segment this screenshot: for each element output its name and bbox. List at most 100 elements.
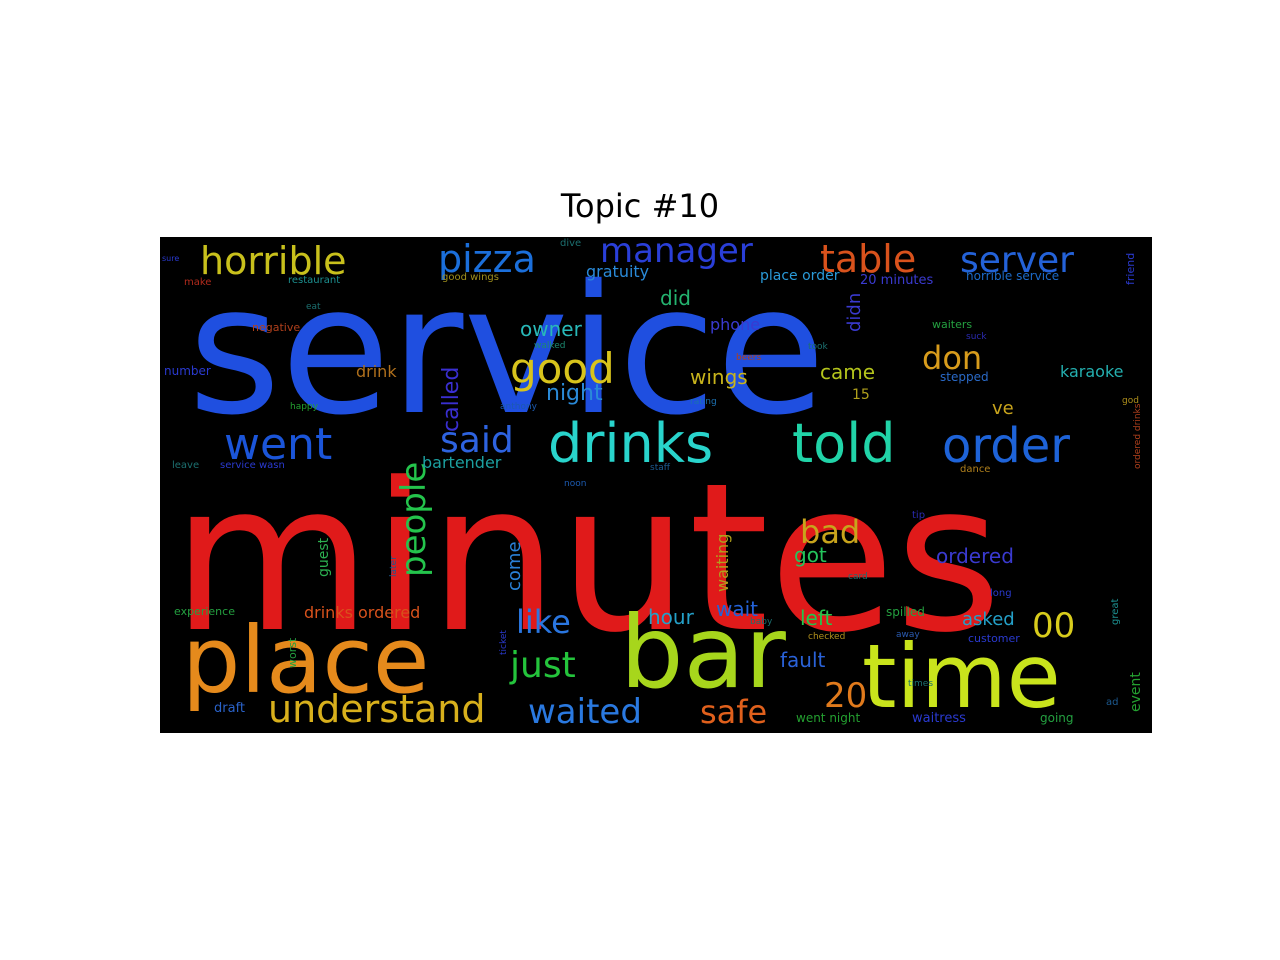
word-safe: safe <box>700 693 767 731</box>
word-drinks: drinks <box>548 412 713 475</box>
word-pizza: pizza <box>438 237 536 281</box>
word-service: service <box>188 247 826 454</box>
word-sure: sure <box>162 254 179 263</box>
word-ticket: ticket <box>499 630 509 655</box>
word-place: place <box>182 607 430 714</box>
word-went: went <box>224 419 332 470</box>
word-ordered: ordered <box>936 544 1014 568</box>
word-drinks-ordered: drinks ordered <box>304 603 420 622</box>
word-bar: bar <box>620 594 787 711</box>
word-tip: tip <box>912 510 925 521</box>
word-later: later <box>389 556 399 577</box>
word-ve: ve <box>992 398 1014 419</box>
word-friend: friend <box>1124 253 1137 285</box>
word-horrible: horrible <box>200 239 347 283</box>
word-got: got <box>794 543 827 567</box>
word-times: times <box>908 679 933 689</box>
chart-title: Topic #10 <box>560 187 720 225</box>
word-walked: walked <box>534 341 566 351</box>
word-number: number <box>164 364 211 378</box>
word-00: 00 <box>1032 606 1075 646</box>
word-baby: baby <box>750 617 773 627</box>
word-people: people <box>394 462 434 577</box>
word-cloud: service minutes place bar time drinks told orde… <box>160 237 1152 733</box>
word-leave: leave <box>172 460 199 471</box>
word-dive: dive <box>560 238 581 249</box>
word-came: came <box>820 360 875 384</box>
word-gratuity: gratuity <box>586 262 649 281</box>
word-horrible-service: horrible service <box>966 269 1059 283</box>
word-took: took <box>808 342 829 352</box>
word-didn: didn <box>844 293 865 332</box>
word-told: told <box>792 412 896 475</box>
word-minutes: minutes <box>172 440 1002 678</box>
word-ordered-drinks: ordered drinks <box>1133 403 1143 469</box>
word-suck: suck <box>966 332 987 342</box>
word-card: card <box>848 572 868 582</box>
word-customer: customer <box>968 632 1020 645</box>
word-time: time <box>862 625 1061 728</box>
word-said: said <box>440 420 514 461</box>
word-bad: bad <box>800 513 860 551</box>
word-understand: understand <box>268 687 485 731</box>
word-spilled: spilled <box>886 605 925 619</box>
word-going: going <box>1040 711 1074 725</box>
word-waiters: waiters <box>932 318 972 331</box>
word-negative: negative <box>252 321 300 334</box>
word-wings: wings <box>690 365 748 389</box>
word-come: come <box>504 541 525 591</box>
word-left: left <box>800 606 833 630</box>
word-eat: eat <box>306 302 321 312</box>
word-waitress: waitress <box>912 711 966 726</box>
word-20-minutes: 20 minutes <box>860 273 934 288</box>
word-like: like <box>516 603 571 641</box>
word-draft: draft <box>214 701 245 716</box>
word-good-wings: good wings <box>442 272 499 283</box>
word-restaurant: restaurant <box>288 275 340 286</box>
word-away: away <box>896 630 920 640</box>
word-experience: experience <box>174 605 235 618</box>
word-rating: rating <box>690 397 717 407</box>
word-karaoke: karaoke <box>1060 362 1124 381</box>
word-checked: checked <box>808 632 845 642</box>
word-went-night: went night <box>796 711 860 725</box>
word-15: 15 <box>852 387 870 403</box>
word-hour: hour <box>648 605 695 629</box>
word-fault: fault <box>780 648 826 672</box>
word-ad: ad <box>1106 697 1118 708</box>
word-bartender: bartender <box>422 453 502 472</box>
word-called: called <box>439 367 464 432</box>
word-long: long <box>990 588 1012 599</box>
word-dance: dance <box>960 464 990 475</box>
word-good: good <box>510 344 615 393</box>
word-staff: staff <box>650 463 671 473</box>
word-owner: owner <box>520 317 583 341</box>
word-waiting: waiting <box>713 534 732 592</box>
word-wait: wait <box>716 597 758 621</box>
word-manager: manager <box>600 237 753 271</box>
word-table: table <box>820 237 916 281</box>
word-waited: waited <box>528 692 642 732</box>
word-anthony: anthony <box>500 402 538 412</box>
word-event: event <box>1128 672 1144 712</box>
word-noon: noon <box>564 479 586 489</box>
word-server: server <box>960 240 1074 281</box>
word-night: night <box>546 381 603 406</box>
word-20: 20 <box>824 676 867 716</box>
word-service-wasn: service wasn <box>220 460 285 471</box>
word-worst: worst <box>286 637 299 668</box>
word-order: order <box>942 418 1070 474</box>
word-guest: guest <box>316 537 332 577</box>
word-just: just <box>509 645 576 686</box>
word-asked: asked <box>962 609 1015 630</box>
word-great: great <box>1110 598 1121 625</box>
word-phone: phone <box>710 315 760 334</box>
word-place-order: place order <box>760 268 840 284</box>
word-happy: happy <box>290 402 319 412</box>
word-did: did <box>660 286 691 310</box>
word-drink: drink <box>356 362 397 381</box>
word-stepped: stepped <box>940 370 989 384</box>
word-god: god <box>1122 396 1139 406</box>
word-make: make <box>184 277 211 288</box>
